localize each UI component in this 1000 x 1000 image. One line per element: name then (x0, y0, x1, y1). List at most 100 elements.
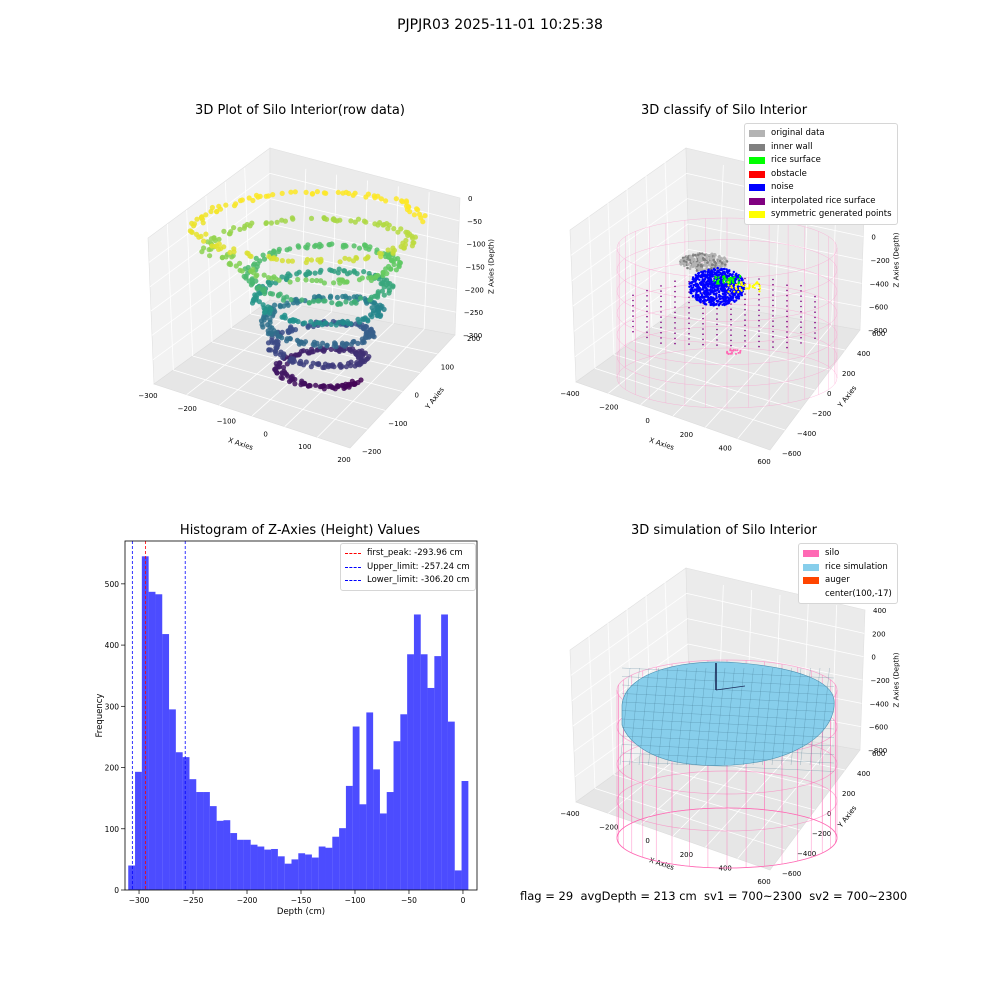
interpolated-surface-point (688, 332, 690, 335)
original-point (691, 256, 694, 259)
interpolated-surface-point (716, 339, 718, 341)
interpolated-surface-point (786, 294, 788, 297)
interpolated-surface-point (632, 294, 634, 297)
interpolated-surface-point (744, 298, 746, 301)
axes-3d-box: −300 −200 −100 0 100 200 −200 −100 0 100 200 0 −50 −1… (138, 147, 496, 464)
raw-point (361, 269, 367, 275)
original-point (711, 263, 714, 266)
raw-point (361, 339, 367, 345)
raw-point (219, 254, 226, 260)
original-point (682, 259, 686, 263)
x-tick-label: 100 (298, 443, 311, 451)
raw-point (399, 198, 405, 204)
raw-point (269, 325, 275, 331)
x-tick-label: −300 (138, 392, 157, 400)
raw-point (342, 242, 348, 248)
interpolated-surface-point (772, 299, 774, 302)
interpolated-surface-point (660, 326, 662, 329)
raw-point (422, 213, 428, 219)
original-point (683, 264, 686, 268)
noise-point (688, 285, 691, 288)
raw-point (280, 364, 287, 371)
raw-point (314, 361, 320, 367)
raw-point (384, 277, 390, 283)
raw-point (218, 246, 224, 252)
raw-point (253, 192, 260, 198)
raw-point (294, 352, 300, 358)
original-point (714, 264, 717, 267)
interpolated-surface-point (758, 293, 760, 296)
raw-point (337, 259, 343, 265)
original-point (712, 256, 716, 259)
y-tick-label: −400 (797, 430, 816, 438)
raw-point (420, 219, 426, 225)
interpolated-surface-point (744, 293, 746, 295)
original-point (689, 254, 692, 258)
raw-point (279, 329, 285, 335)
interpolated-surface-point (800, 342, 802, 344)
y-tick-label: 0 (827, 390, 831, 398)
interpolated-surface-point (688, 306, 690, 309)
noise-point (701, 286, 705, 289)
original-point (679, 263, 683, 266)
raw-point (287, 336, 293, 342)
raw-point (343, 299, 349, 305)
raw-point (187, 228, 193, 234)
raw-point-cloud (187, 189, 428, 392)
raw-point (381, 292, 387, 298)
raw-point (299, 339, 305, 345)
interpolated-surface-point (702, 323, 704, 325)
x-tick-label: 600 (757, 458, 770, 466)
x-tick-label: 600 (757, 878, 770, 886)
x-tick-label: −200 (178, 405, 197, 413)
raw-point (279, 370, 285, 376)
raw-point (250, 266, 256, 272)
original-point (709, 257, 712, 261)
interpolated-surface-point (786, 289, 788, 292)
raw-point (281, 295, 287, 301)
raw-point (397, 259, 403, 266)
raw-point (337, 363, 343, 369)
interpolated-surface-point (744, 308, 746, 311)
z-tick-label: −50 (467, 218, 482, 226)
raw-point (309, 191, 316, 197)
interpolated-surface-point (646, 300, 648, 302)
interpolated-surface-point (688, 301, 690, 304)
raw-point (342, 255, 348, 261)
raw-point (205, 239, 211, 245)
interpolated-surface-point (744, 329, 746, 332)
interpolated-surface-point (716, 313, 718, 315)
raw-point (226, 231, 232, 237)
grid-line (250, 313, 438, 355)
raw-point (318, 278, 324, 284)
interpolated-surface-point (716, 328, 718, 331)
classify-scene (616, 217, 838, 409)
interpolated-surface-point (772, 283, 774, 286)
raw-point (393, 267, 399, 273)
original-point (718, 254, 721, 258)
raw-point (365, 191, 371, 197)
interpolated-surface-point (674, 327, 676, 329)
interpolated-surface-point (660, 311, 662, 313)
raw-point (296, 244, 302, 250)
interpolated-surface-point (786, 305, 788, 307)
raw-point (317, 320, 323, 326)
interpolated-surface-point (730, 308, 732, 311)
raw-point (298, 348, 305, 354)
interpolated-surface-point (646, 336, 648, 339)
raw-point (327, 295, 333, 301)
raw-point (260, 302, 266, 308)
interpolated-surface-point (814, 301, 816, 303)
interpolated-surface-point (814, 311, 816, 314)
interpolated-surface-point (660, 316, 662, 318)
grid-line (423, 192, 430, 330)
z-tick-label: 400 (873, 607, 886, 615)
z-tick-label: −800 (868, 747, 887, 755)
raw-point (275, 339, 281, 345)
interpolated-surface-point (674, 337, 676, 340)
original-point (703, 261, 707, 264)
raw-point (375, 308, 382, 314)
raw-point (355, 316, 361, 322)
raw-point (302, 339, 309, 345)
raw-point (241, 225, 247, 231)
